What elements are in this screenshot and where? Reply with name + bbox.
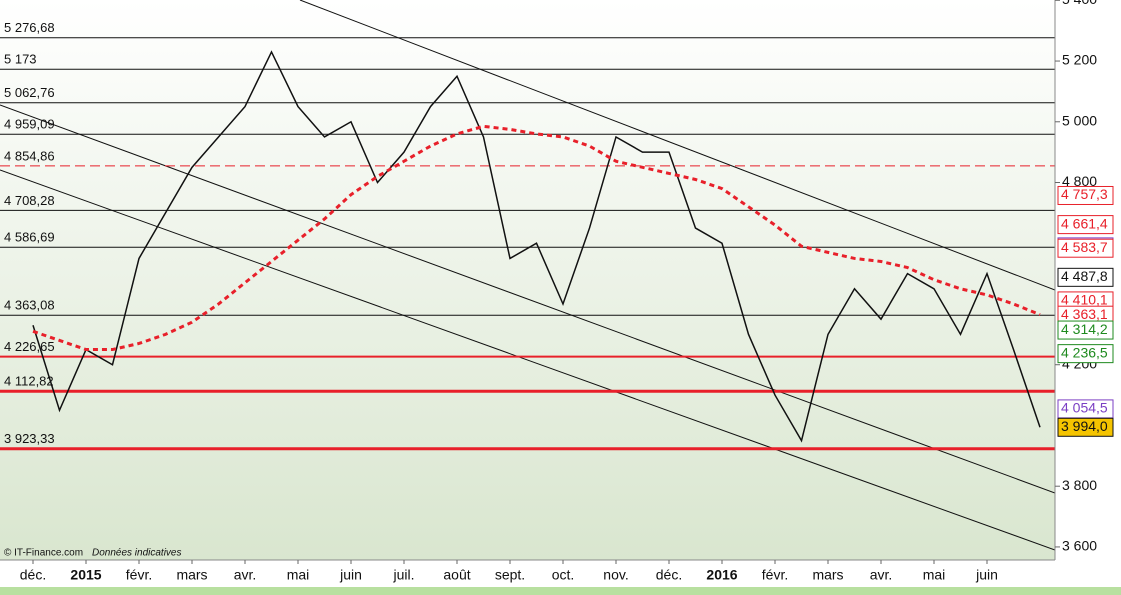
x-tick-label: juil. (392, 567, 414, 583)
series-line (32, 50, 1041, 443)
level-label: 4 112,82 (4, 374, 54, 389)
level-label: 4 586,69 (4, 230, 55, 245)
x-tick-label: juin (975, 567, 998, 583)
price-tag-label: 4 054,5 (1061, 400, 1108, 416)
price-tag-label: 4 410,1 (1061, 292, 1108, 308)
level-label: 4 854,86 (4, 148, 55, 163)
level-label: 4 708,28 (4, 193, 55, 208)
x-tick-label: févr. (762, 567, 788, 583)
x-tick-label: oct. (552, 567, 575, 583)
y-tick-label: 5 200 (1062, 52, 1097, 68)
price-tag (1057, 344, 1114, 364)
y-tick-label: 3 600 (1062, 538, 1097, 554)
x-tick-label: nov. (603, 567, 628, 583)
plot (0, 37, 1055, 451)
y-tick-label: 5 400 (1062, 0, 1097, 7)
price-tag-label: 4 583,7 (1061, 239, 1108, 255)
level-label: 5 173 (4, 52, 37, 67)
price-tag-label: 4 314,2 (1061, 321, 1108, 337)
series-line (32, 124, 1041, 352)
level-label: 4 226,65 (4, 339, 55, 354)
x-tick-label: mai (287, 567, 310, 583)
price-tag (1057, 215, 1114, 235)
price-tag (1057, 185, 1114, 205)
level-label: 4 959,09 (4, 117, 55, 132)
x-tick-label: mars (812, 567, 843, 583)
price-tag (1057, 267, 1114, 287)
price-tag-label: 4 757,3 (1061, 186, 1108, 202)
price-tag (1057, 417, 1114, 437)
price-tag (1057, 320, 1114, 340)
x-tick-label: mai (923, 567, 946, 583)
level-label: 4 363,08 (4, 298, 55, 313)
price-tag-label: 4 363,1 (1061, 306, 1108, 322)
level-label: 5 276,68 (4, 20, 55, 35)
bottom-strip (0, 587, 1121, 595)
x-tick-label: févr. (126, 567, 152, 583)
x-tick-label: 2016 (706, 567, 737, 583)
x-tick-label: août (443, 567, 470, 583)
y-tick-label: 3 800 (1062, 477, 1097, 493)
x-tick-label: déc. (20, 567, 46, 583)
x-tick-label: 2015 (70, 567, 101, 583)
x-tick-label: avr. (234, 567, 257, 583)
price-tag (1057, 238, 1114, 258)
x-tick-label: sept. (495, 567, 525, 583)
y-tick-label: 5 000 (1062, 112, 1097, 128)
price-tag-label: 4 661,4 (1061, 215, 1108, 231)
price-tag-label: 4 236,5 (1061, 344, 1108, 360)
level-label: 3 923,33 (4, 431, 55, 446)
plot-area (0, 0, 1055, 560)
price-tag-label: 4 487,8 (1061, 268, 1108, 284)
price-tag-label: 3 994,0 (1061, 418, 1108, 434)
x-tick-label: mars (176, 567, 207, 583)
x-tick-label: juin (339, 567, 362, 583)
x-tick-label: déc. (656, 567, 682, 583)
footer: © IT-Finance.com (4, 548, 83, 559)
y-tick-label: 4 800 (1062, 173, 1097, 189)
level-label: 5 062,76 (4, 85, 55, 100)
x-tick-label: avr. (870, 567, 893, 583)
footer-note: Données indicatives (92, 548, 182, 559)
trend-channel (0, 0, 1055, 551)
